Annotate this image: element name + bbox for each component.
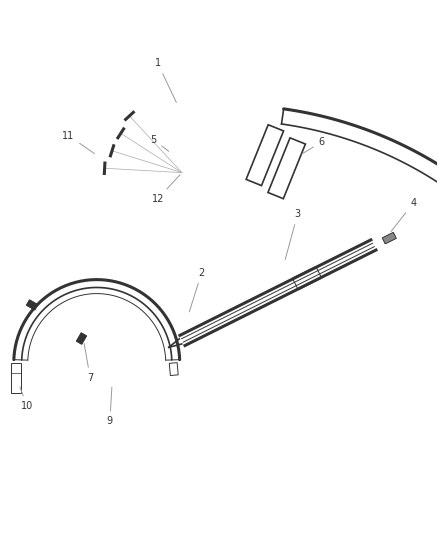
Text: 10: 10 bbox=[20, 387, 33, 411]
Text: 7: 7 bbox=[84, 343, 93, 383]
Text: 4: 4 bbox=[391, 198, 417, 231]
Polygon shape bbox=[26, 300, 38, 310]
Text: 11: 11 bbox=[62, 131, 95, 154]
Polygon shape bbox=[382, 232, 396, 244]
Text: 12: 12 bbox=[152, 175, 180, 204]
Text: 1: 1 bbox=[155, 59, 177, 102]
Text: 9: 9 bbox=[107, 387, 113, 426]
Text: 3: 3 bbox=[285, 209, 300, 260]
Text: 5: 5 bbox=[150, 135, 169, 151]
Polygon shape bbox=[76, 333, 87, 344]
Text: 2: 2 bbox=[189, 268, 205, 312]
Text: 6: 6 bbox=[302, 137, 325, 154]
